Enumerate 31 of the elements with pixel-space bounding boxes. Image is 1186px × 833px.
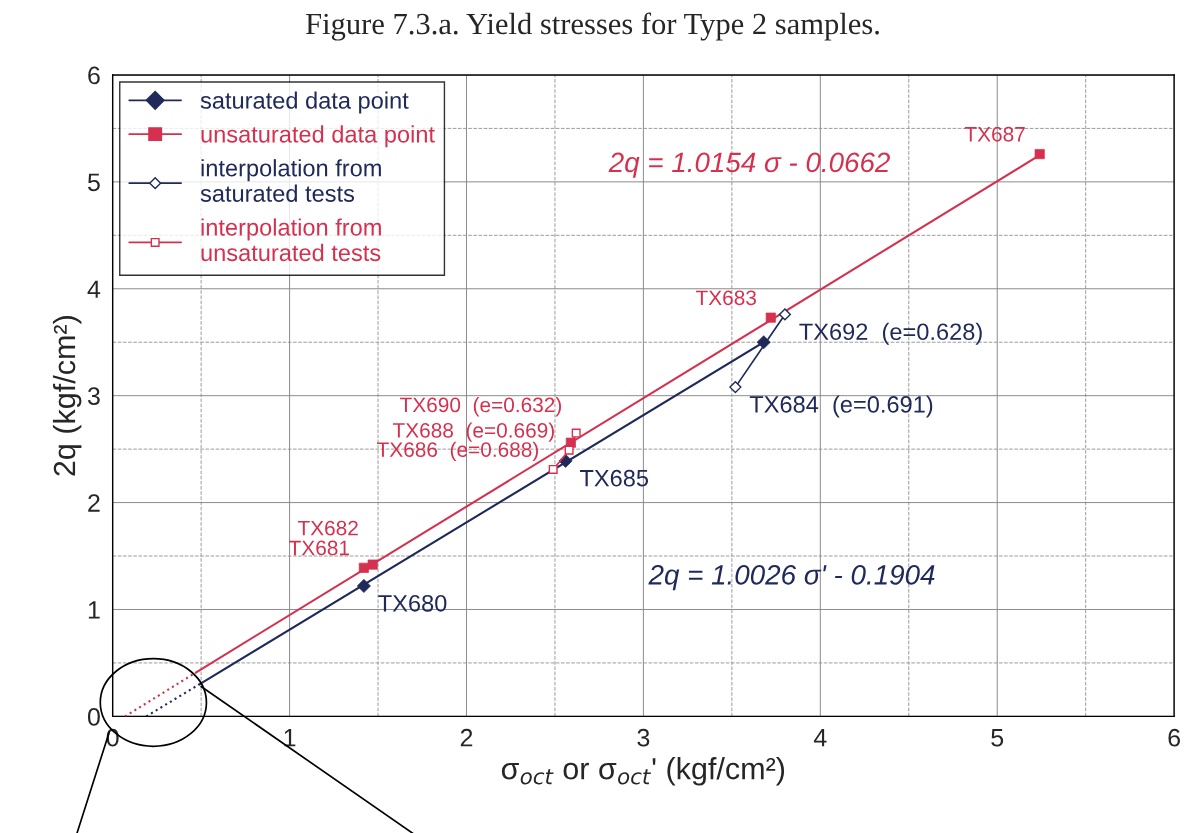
annotation: 2q = 1.0026 σ' - 0.1904 xyxy=(648,564,935,591)
annotation: TX690 (e=0.632) xyxy=(400,397,562,417)
legend-label: saturated data point xyxy=(200,91,409,114)
y-tick-label: 5 xyxy=(87,173,100,192)
x-axis-title: σ$_{oct}$ or σ$_{oct}$' (kgf/cm²) xyxy=(501,757,785,786)
y-tick-label: 3 xyxy=(87,387,100,405)
x-tick-label: 4 xyxy=(813,729,827,747)
x-tick-label: 2 xyxy=(460,728,473,747)
y-tick-label: 0 xyxy=(87,707,100,726)
x-tick-label: 1 xyxy=(284,729,296,747)
y-tick-label: 1 xyxy=(88,601,100,619)
annotation: TX685 xyxy=(579,469,649,487)
x-tick-label: 5 xyxy=(991,729,1004,747)
y-axis-title: 2q (kgf/cm²) xyxy=(52,316,82,476)
legend-label: interpolation from unsaturated tests xyxy=(201,218,381,262)
annotation: TX682 xyxy=(297,520,358,536)
annotation: TX680 xyxy=(378,594,447,612)
x-tick-label: 6 xyxy=(1168,728,1180,747)
y-tick-label: 2 xyxy=(88,494,100,512)
annotation: 2q = 1.0154 σ - 0.0662 xyxy=(608,152,890,178)
chart-title: Figure 7.3.a. Yield stresses for Type 2 samples. xyxy=(305,12,879,41)
legend-label: unsaturated data point xyxy=(201,125,435,148)
annotation: TX687 xyxy=(964,126,1025,142)
annotation: TX681 xyxy=(289,540,349,556)
x-tick-label: 3 xyxy=(637,728,650,747)
annotation: TX683 xyxy=(695,290,756,306)
y-tick-label: 6 xyxy=(88,66,100,85)
legend-label: interpolation from saturated tests xyxy=(200,159,381,202)
y-tick-label: 4 xyxy=(87,280,101,298)
annotation: TX692 (e=0.628) xyxy=(799,322,982,345)
annotation: TX684 (e=0.691) xyxy=(749,395,933,418)
